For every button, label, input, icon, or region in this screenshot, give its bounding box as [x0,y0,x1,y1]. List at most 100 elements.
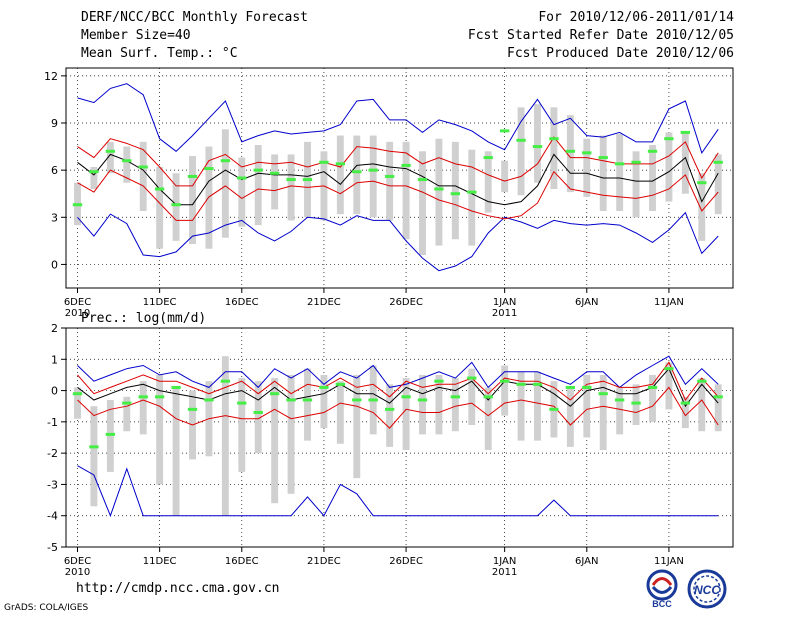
median-mark-temp-9 [220,159,231,163]
median-mark-temp-37 [680,130,691,134]
spread-box-prec-26 [501,365,509,416]
x-tick-label-prec-6: 6JAN [575,556,598,567]
median-mark-prec-26 [499,379,510,383]
grads-credit: GrADS: COLA/IGES [4,603,89,613]
median-mark-prec-29 [549,407,559,411]
spread-box-temp-13 [287,154,295,221]
x-tick-year-prec-5: 2011 [492,567,517,578]
spread-box-temp-27 [517,107,525,196]
median-mark-prec-37 [680,401,691,405]
median-mark-prec-10 [237,401,247,405]
median-mark-prec-6 [171,385,181,389]
median-mark-temp-31 [582,151,592,155]
median-mark-temp-15 [319,160,329,164]
median-mark-prec-12 [269,392,280,396]
median-mark-prec-24 [467,376,477,380]
median-mark-temp-30 [565,149,576,153]
spread-box-temp-12 [271,154,279,210]
median-mark-prec-25 [483,395,493,399]
median-mark-prec-11 [253,410,263,414]
spread-box-prec-32 [599,374,607,451]
median-mark-prec-17 [352,398,362,402]
bcc-logo-text: BCC [652,599,672,608]
prec-panel-title: Prec.: log(mm/d) [81,311,206,326]
median-mark-temp-4 [138,165,148,169]
lower-spread-line-prec [77,386,719,429]
bcc-logo: BCC [640,568,684,612]
spread-box-prec-23 [451,378,459,432]
spread-box-temp-16 [336,135,344,215]
forecast-produced-date: Fcst Produced Date 2010/12/06 [507,46,734,61]
variable-label: Mean Surf. Temp.: °C [81,46,238,61]
x-tick-year-prec-0: 2010 [65,567,90,578]
median-mark-prec-19 [384,407,395,411]
median-mark-temp-5 [154,187,165,191]
median-mark-prec-8 [204,398,214,402]
median-mark-temp-18 [368,168,378,172]
y-tick-label-temp-4: 12 [44,70,58,83]
median-mark-temp-27 [516,138,526,142]
x-tick-label-prec-0: 6DEC [64,556,91,567]
spread-box-temp-33 [616,134,624,211]
spread-box-temp-21 [419,151,426,255]
forecast-period: For 2010/12/06-2011/01/14 [538,10,734,25]
spread-box-prec-9 [221,356,229,516]
x-tick-label-temp-3: 21DEC [307,297,341,308]
x-tick-label-prec-5: 1JAN [493,556,516,567]
median-mark-prec-1 [89,445,99,449]
median-mark-temp-25 [483,156,493,160]
median-mark-temp-6 [171,203,181,207]
x-tick-label-temp-0: 6DEC [64,297,91,308]
spread-box-temp-31 [583,138,591,197]
spread-box-temp-17 [353,135,361,215]
median-mark-temp-14 [302,178,313,182]
median-mark-prec-33 [614,398,625,402]
median-mark-prec-15 [319,385,329,389]
min-envelope-line-prec [77,465,719,518]
spread-box-temp-11 [254,145,262,226]
spread-box-prec-1 [90,406,98,507]
median-mark-temp-2 [105,149,116,153]
median-mark-temp-19 [384,174,395,178]
y-tick-label-prec-6: 1 [51,353,58,366]
median-mark-temp-24 [467,190,477,194]
x-tick-label-temp-5: 1JAN [493,297,516,308]
median-mark-temp-26 [499,129,510,133]
max-envelope-line-prec [77,355,719,389]
y-tick-label-temp-0: 0 [51,258,58,271]
upper-spread-line-prec [77,361,719,401]
spread-box-prec-35 [649,374,656,422]
spread-box-prec-6 [172,387,180,516]
y-tick-label-prec-0: -5 [47,541,58,554]
y-tick-label-prec-2: -3 [47,478,58,491]
median-mark-prec-21 [417,398,428,402]
spread-box-temp-18 [369,135,377,218]
x-tick-label-prec-2: 16DEC [225,556,259,567]
median-mark-prec-34 [631,401,641,405]
spread-box-temp-3 [123,146,131,183]
spread-box-temp-2 [106,141,114,174]
median-mark-temp-17 [352,170,362,174]
x-tick-label-prec-3: 21DEC [307,556,341,567]
spread-box-temp-38 [698,173,706,241]
spread-box-temp-24 [468,149,476,246]
median-mark-prec-13 [286,398,296,402]
spread-box-temp-9 [221,129,229,238]
median-mark-temp-35 [647,149,658,153]
spread-box-prec-3 [123,396,131,432]
median-mark-prec-32 [598,392,608,396]
spread-box-temp-37 [681,132,689,194]
x-tick-year-temp-0: 2010 [65,308,90,319]
spread-box-prec-4 [139,381,147,435]
spread-box-prec-10 [238,378,246,472]
spread-box-prec-14 [304,368,311,441]
median-mark-prec-30 [565,385,576,389]
median-mark-prec-22 [434,379,444,383]
median-mark-prec-31 [582,385,592,389]
y-tick-label-prec-1: -4 [47,510,58,523]
spread-box-prec-31 [583,374,591,438]
source-url[interactable]: http://cmdp.ncc.cma.gov.cn [76,581,280,596]
